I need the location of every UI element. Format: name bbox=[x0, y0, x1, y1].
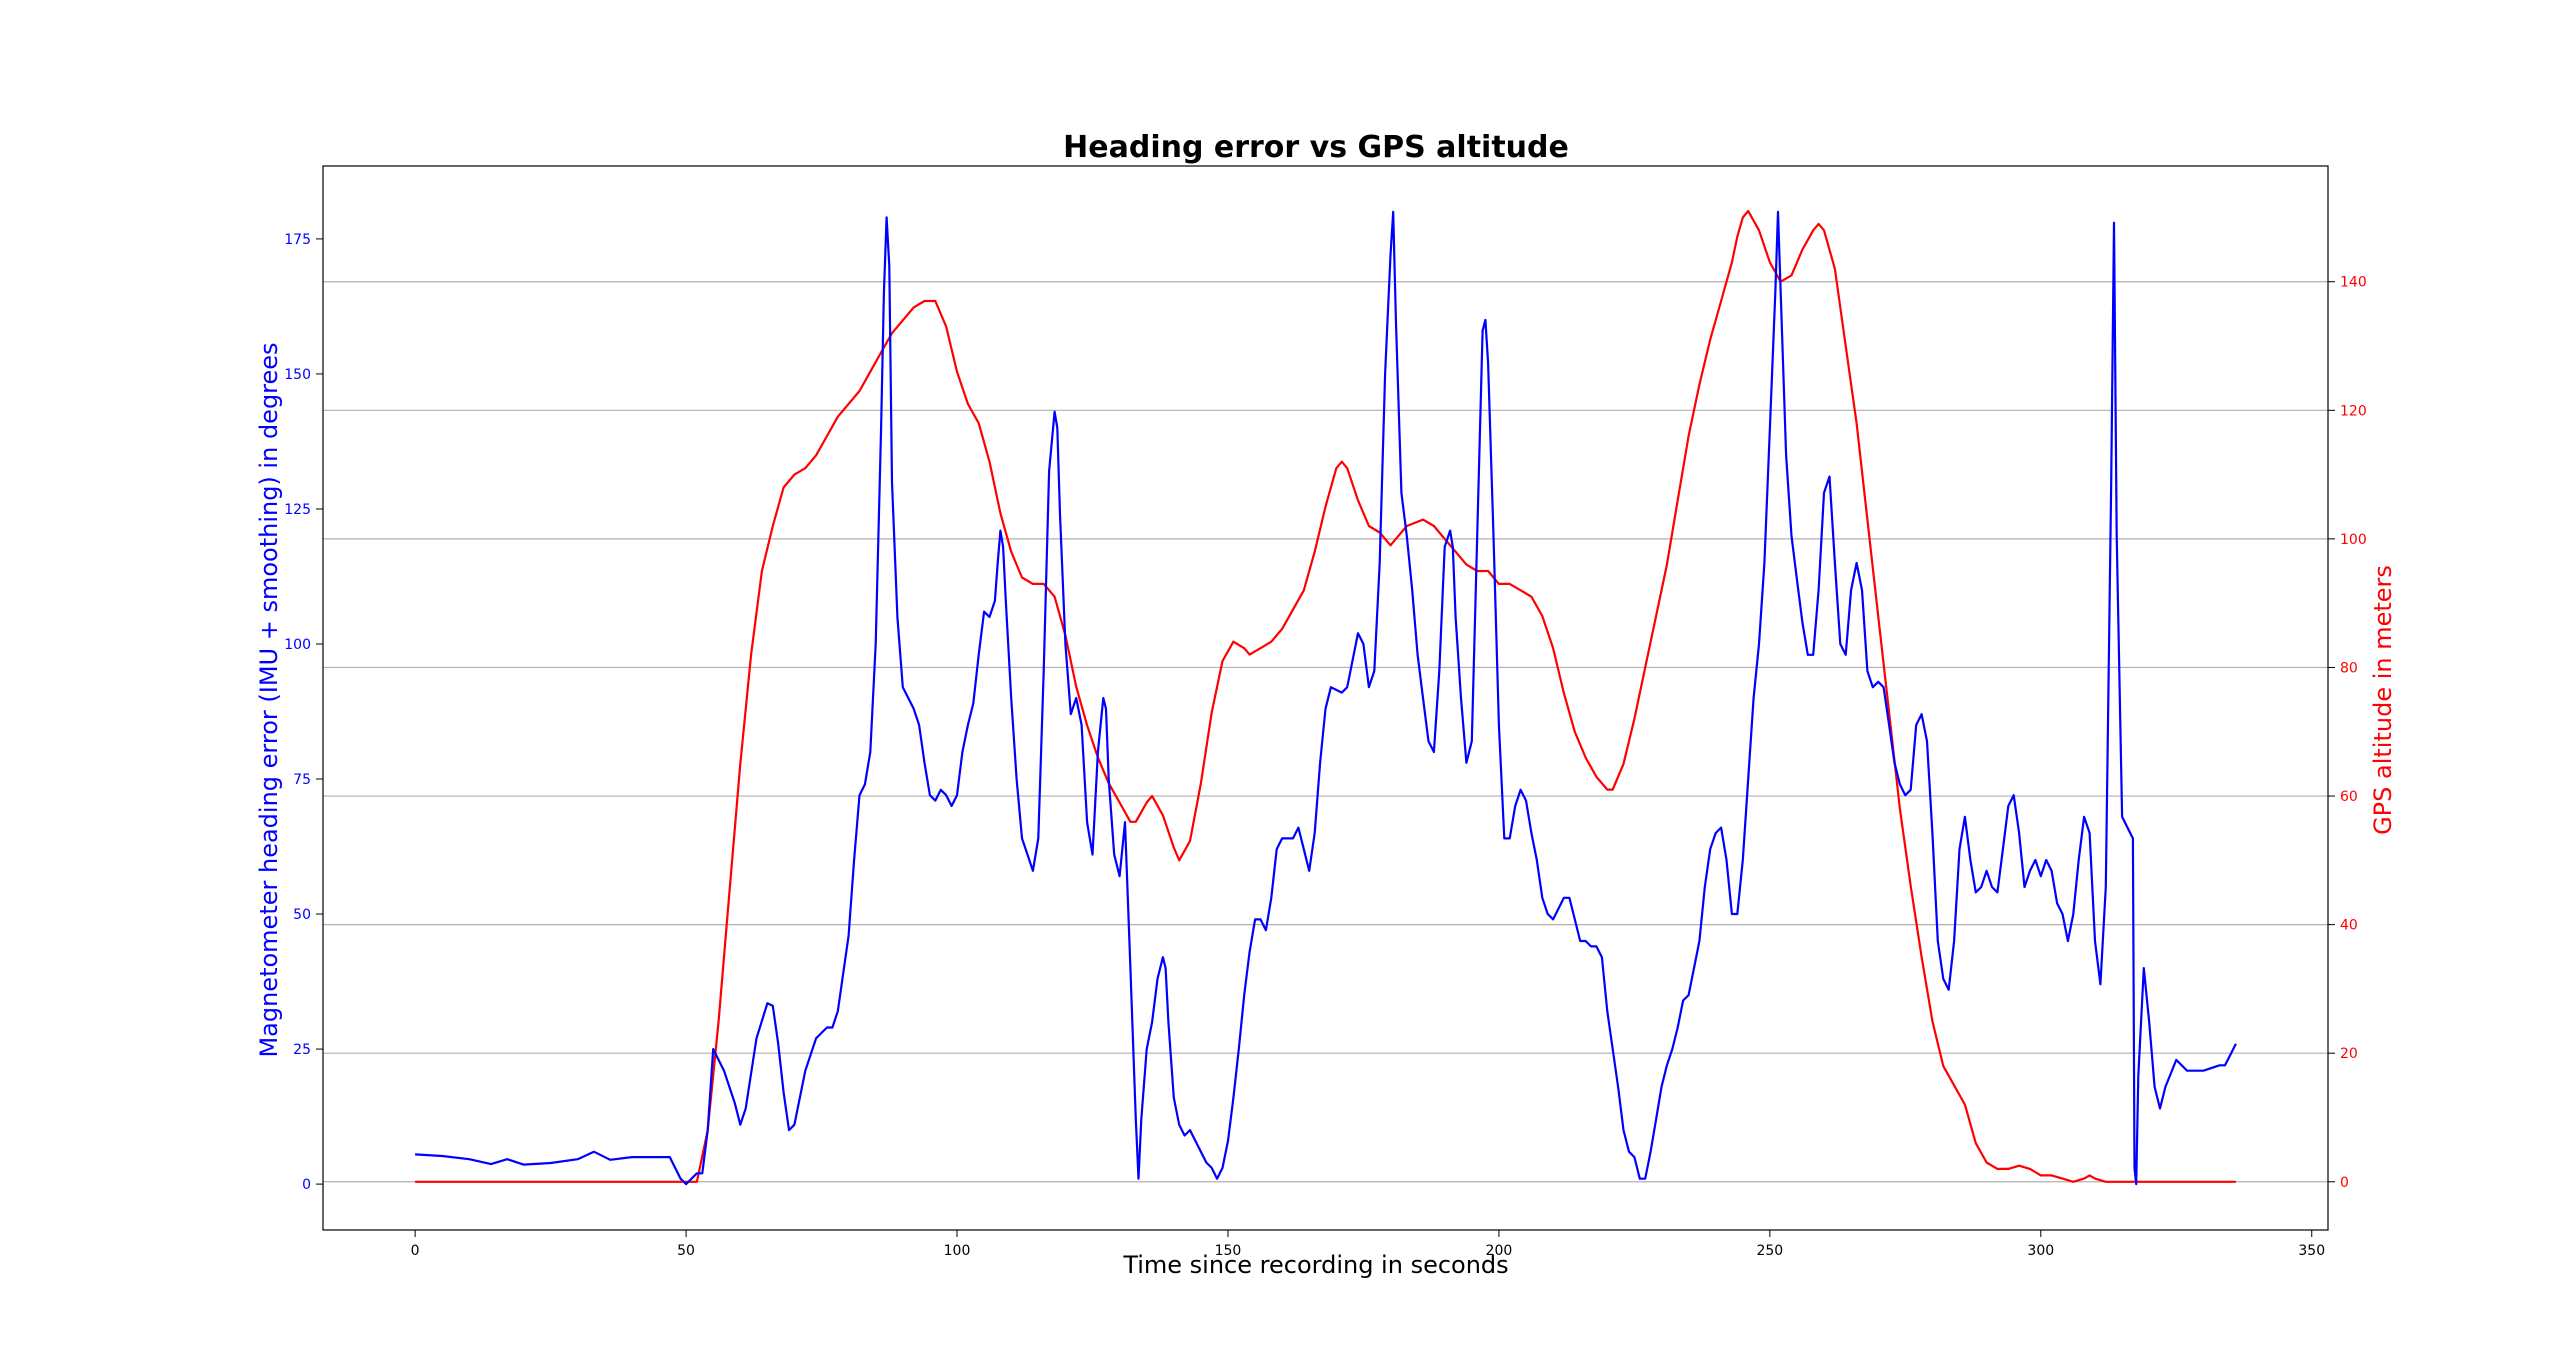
x-tick-label: 350 bbox=[2298, 1243, 2325, 1259]
plot-frame bbox=[322, 165, 2329, 1231]
right-y-tick-label: 80 bbox=[2340, 660, 2358, 676]
right-y-tick-label: 20 bbox=[2340, 1046, 2358, 1062]
heading-error-line bbox=[415, 210, 2237, 1186]
left-y-tick-label: 125 bbox=[284, 502, 311, 518]
left-y-tick-label: 150 bbox=[284, 367, 311, 383]
x-tick-label: 0 bbox=[411, 1243, 420, 1259]
x-tick-label: 300 bbox=[2027, 1243, 2054, 1259]
series-layer bbox=[415, 209, 2237, 1186]
right-y-tick-label: 140 bbox=[2340, 275, 2367, 291]
x-tick-label: 50 bbox=[677, 1243, 695, 1259]
left-y-tick-label: 100 bbox=[284, 637, 311, 653]
left-y-axis-ticks: 0 25 50 75 100 125 150 175 bbox=[284, 232, 323, 1193]
right-y-tick-label: 60 bbox=[2340, 789, 2358, 805]
left-y-tick-label: 50 bbox=[293, 907, 311, 923]
left-y-axis-label: Magnetometer heading error (IMU + smooth… bbox=[255, 342, 283, 1057]
right-y-axis-ticks: 0 20 40 60 80 100 120 140 bbox=[2328, 275, 2367, 1191]
x-axis-ticks: 0 50 100 150 200 250 300 350 bbox=[411, 1230, 2325, 1259]
left-y-tick-label: 75 bbox=[293, 772, 311, 788]
x-tick-label: 100 bbox=[944, 1243, 971, 1259]
left-y-tick-label: 0 bbox=[302, 1177, 311, 1193]
right-y-tick-label: 40 bbox=[2340, 918, 2358, 934]
right-y-axis-label: GPS altitude in meters bbox=[2369, 565, 2397, 835]
chart-title: Heading error vs GPS altitude bbox=[1063, 130, 1569, 165]
left-y-tick-label: 25 bbox=[293, 1042, 311, 1058]
x-tick-label: 250 bbox=[1756, 1243, 1783, 1259]
left-y-tick-label: 175 bbox=[284, 232, 311, 248]
x-tick-label: 200 bbox=[1486, 1243, 1513, 1259]
grid-lines bbox=[323, 281, 2328, 1183]
gps-altitude-line bbox=[415, 209, 2236, 1183]
x-tick-label: 150 bbox=[1215, 1243, 1242, 1259]
x-axis-label: Time since recording in seconds bbox=[1122, 1251, 1508, 1279]
right-y-tick-label: 100 bbox=[2340, 532, 2367, 548]
right-y-tick-label: 120 bbox=[2340, 403, 2367, 419]
right-y-tick-label: 0 bbox=[2340, 1175, 2349, 1191]
